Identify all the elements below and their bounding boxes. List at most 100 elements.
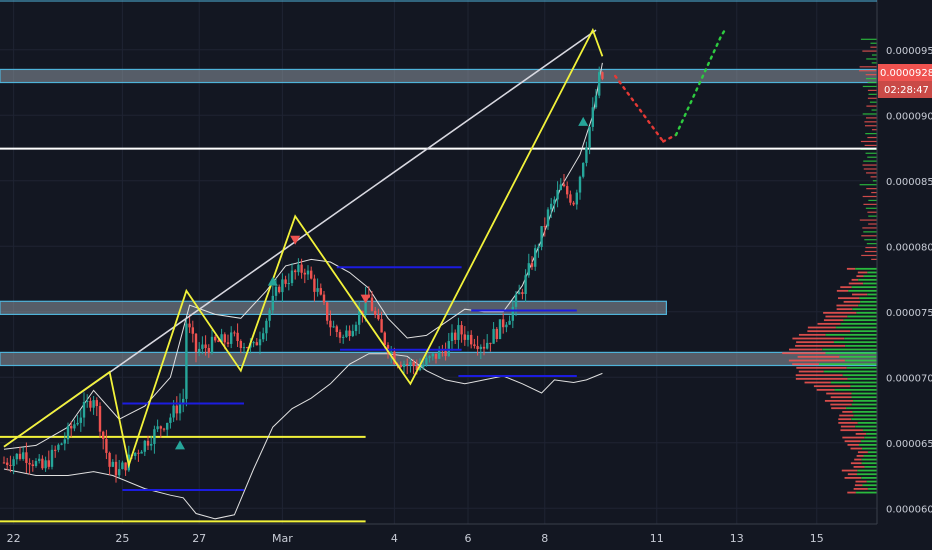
volume-bar-sell	[842, 436, 865, 439]
volume-bar-sell	[839, 414, 854, 417]
last-price-label: 0.0000928	[880, 68, 932, 79]
volume-bar-thin	[865, 207, 877, 209]
volume-bar-sell	[844, 440, 861, 443]
candle-body	[390, 351, 393, 354]
candle-body	[12, 459, 15, 466]
volume-bar-buy	[822, 348, 877, 351]
volume-bar-sell	[841, 469, 858, 472]
candle-body	[521, 292, 524, 295]
volume-bar-sell	[797, 355, 840, 358]
volume-bar-thin	[862, 85, 877, 88]
candle-body	[393, 351, 396, 365]
candle-body	[447, 341, 450, 357]
volume-bar-buy	[861, 458, 877, 461]
candle-body	[524, 275, 527, 295]
candle-body	[146, 440, 150, 446]
volume-bar-sell	[823, 311, 857, 314]
candle-body	[278, 286, 281, 293]
candle-body	[281, 279, 284, 293]
volume-bar-buy	[862, 484, 877, 487]
lower-band	[3, 353, 603, 520]
volume-bar-thin	[866, 58, 877, 60]
candle-body	[383, 332, 386, 345]
volume-bar-thin	[859, 184, 877, 186]
candle-body	[121, 462, 124, 470]
volume-bar-thin	[863, 160, 877, 162]
candle-body	[466, 334, 470, 340]
volume-bar-sell	[813, 385, 851, 388]
volume-bar-sell	[855, 480, 867, 483]
volume-bar-thin	[871, 258, 877, 260]
volume-bar-thin	[864, 125, 877, 127]
volume-bar-thin	[860, 38, 877, 40]
volume-bar-sell	[824, 399, 853, 402]
candle-body	[185, 323, 188, 399]
volume-bar-buy	[860, 300, 877, 303]
volume-bar-thin	[863, 231, 877, 233]
volume-bar-sell	[836, 308, 853, 311]
volume-bar-thin	[868, 223, 877, 225]
volume-bar-sell	[792, 337, 845, 340]
candle-body	[207, 348, 210, 353]
candle-body	[354, 324, 358, 332]
candle-body	[370, 297, 374, 311]
volume-bar-thin	[867, 156, 877, 158]
volume-bar-thin	[862, 113, 877, 115]
volume-bar-thin	[864, 250, 877, 253]
volume-bar-buy	[851, 286, 877, 289]
candle-body	[6, 462, 9, 465]
volume-bar-sell	[807, 330, 851, 333]
candle-body	[223, 334, 226, 343]
volume-bar-thin	[862, 195, 877, 198]
candle-body	[50, 449, 54, 467]
volume-bar-sell	[798, 333, 826, 336]
volume-bar-buy	[851, 392, 877, 395]
volume-bar-thin	[865, 246, 877, 249]
volume-bar-thin	[871, 54, 877, 56]
candle-body	[175, 405, 178, 414]
horizontal-levels	[0, 147, 877, 523]
candle-body	[111, 461, 114, 467]
candle-body	[166, 422, 169, 430]
volume-bar-sell	[807, 326, 836, 329]
candle-body	[361, 310, 364, 314]
volume-bar-buy	[842, 374, 877, 377]
candle-body	[326, 302, 329, 321]
volume-bar-sell	[795, 377, 848, 380]
volume-bar-sell	[842, 410, 853, 413]
candle-body	[559, 184, 562, 190]
volume-bar-thin	[864, 239, 877, 241]
volume-bar-sell	[817, 322, 841, 325]
candle-body	[242, 347, 246, 349]
candle-body	[18, 453, 22, 459]
candle-body	[284, 279, 287, 284]
candle-body	[412, 362, 415, 367]
volume-bar-thin	[861, 235, 877, 237]
volume-bar-sell	[847, 491, 856, 494]
candle-body	[364, 295, 367, 314]
volume-bar-buy	[850, 385, 877, 388]
candle-body	[265, 320, 268, 334]
candle-body	[377, 314, 380, 320]
candle-body	[252, 342, 255, 344]
volume-bar-thin	[871, 109, 877, 111]
candle-body	[294, 270, 297, 273]
volume-bar-thin	[865, 74, 877, 76]
candle-body	[290, 270, 294, 284]
candle-body	[274, 286, 278, 296]
volume-bar-buy	[857, 469, 877, 472]
volume-bar-buy	[857, 421, 877, 424]
volume-bar-buy	[867, 487, 877, 490]
volume-bar-sell	[804, 381, 831, 384]
volume-bar-buy	[845, 344, 877, 347]
volume-bar-thin	[867, 89, 877, 91]
volume-bar-buy	[861, 462, 877, 465]
x-tick-label: 25	[115, 532, 129, 545]
candle-body	[374, 310, 377, 315]
candle-body	[546, 209, 550, 227]
zigzag-line	[3, 27, 604, 469]
volume-bar-buy	[848, 289, 877, 292]
volume-bar-sell	[850, 447, 863, 450]
volume-bar-sell	[816, 388, 835, 391]
